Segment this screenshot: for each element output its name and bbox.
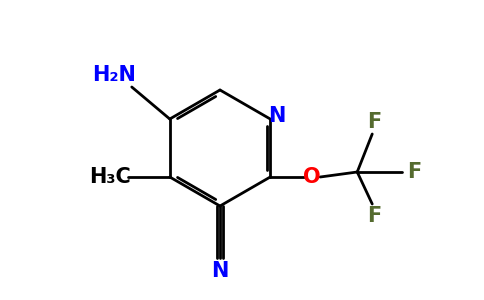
Text: F: F xyxy=(367,206,381,226)
Text: H₂N: H₂N xyxy=(92,65,136,85)
Text: F: F xyxy=(407,162,422,182)
Text: N: N xyxy=(269,106,286,126)
Text: N: N xyxy=(212,261,228,281)
Text: O: O xyxy=(303,167,321,187)
Text: F: F xyxy=(367,112,381,132)
Text: H₃C: H₃C xyxy=(89,167,131,187)
